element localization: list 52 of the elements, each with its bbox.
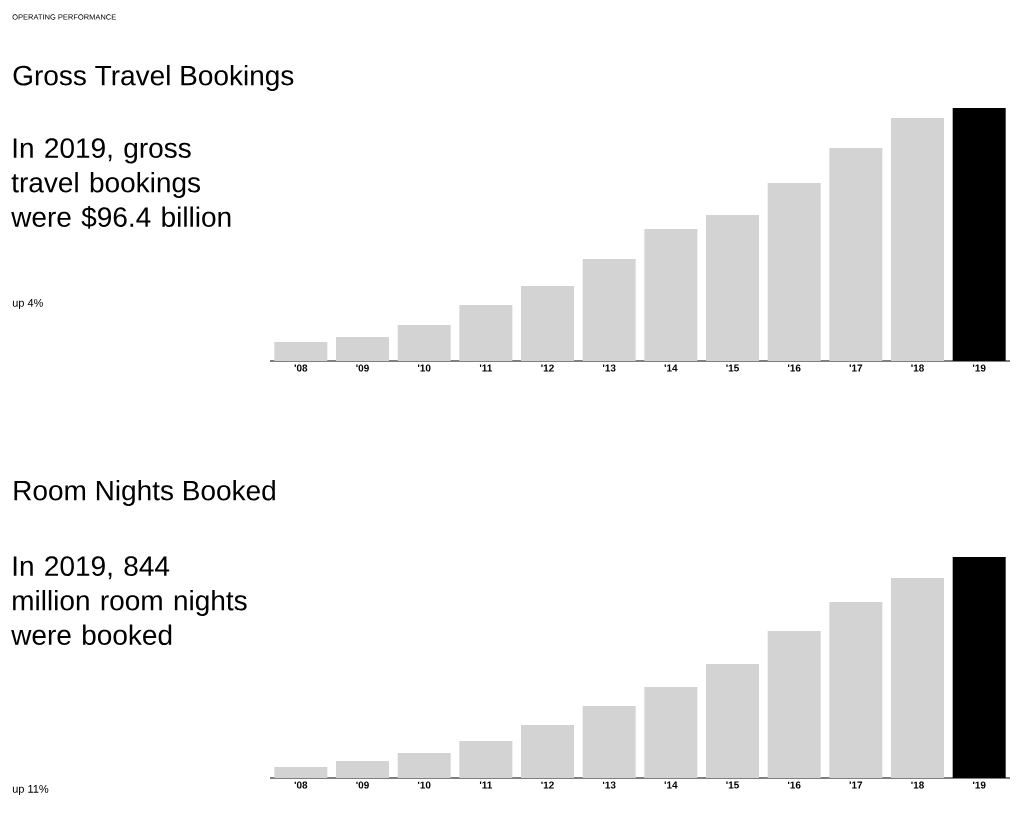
bar [891, 118, 945, 361]
bar [459, 741, 513, 778]
text: In 2019, 844 million room nights were booked [11, 556, 247, 646]
bar [706, 215, 760, 361]
x-tick-label: '09 [356, 364, 369, 372]
x-tick-label: '17 [849, 364, 863, 372]
bar [582, 259, 636, 361]
bar [521, 286, 575, 361]
x-tick-label: '16 [787, 781, 801, 789]
x-tick-label: '09 [356, 781, 369, 789]
text: up 4% [12, 299, 43, 309]
x-tick-label: '10 [417, 364, 431, 372]
bar [521, 724, 575, 778]
bar [274, 342, 328, 361]
x-tick-label: '16 [787, 364, 801, 372]
x-tick-label: '13 [602, 781, 616, 789]
x-tick-label: '12 [541, 364, 554, 372]
chart-title: Gross Travel Bookings [13, 64, 294, 92]
bar [767, 631, 821, 778]
x-tick-label: '19 [972, 364, 986, 372]
bar [336, 760, 390, 778]
bar [829, 602, 883, 778]
x-tick-label: '17 [849, 781, 863, 789]
bar [397, 753, 451, 778]
x-tick-label: '12 [541, 781, 554, 789]
bar [274, 766, 328, 778]
x-tick-label: '18 [911, 364, 924, 372]
x-tick-label: '08 [294, 781, 308, 789]
bar [891, 577, 945, 778]
chart-title: Room Nights Booked [14, 479, 275, 507]
x-tick-label: '11 [479, 781, 493, 789]
x-tick-label: '18 [911, 781, 924, 789]
bar [706, 663, 760, 778]
x-tick-label: '08 [294, 364, 308, 372]
x-tick-label: '19 [972, 781, 986, 789]
text: up 11% [12, 785, 49, 795]
bar [336, 336, 390, 361]
x-tick-label: '11 [479, 364, 493, 372]
x-tick-label: '15 [726, 364, 739, 372]
bar [644, 228, 698, 361]
x-tick-label: '13 [602, 364, 616, 372]
text: In 2019, gross travel bookings were $96.4 billion [11, 138, 231, 229]
bar [459, 305, 513, 361]
bar [582, 705, 636, 778]
bar [829, 147, 883, 361]
x-tick-label: '14 [664, 364, 678, 372]
bar [397, 325, 451, 361]
bar [644, 686, 698, 778]
x-tick-label: '14 [664, 781, 678, 789]
x-tick-label: '10 [417, 781, 431, 789]
bar [767, 182, 821, 361]
x-tick-label: '15 [726, 781, 739, 789]
